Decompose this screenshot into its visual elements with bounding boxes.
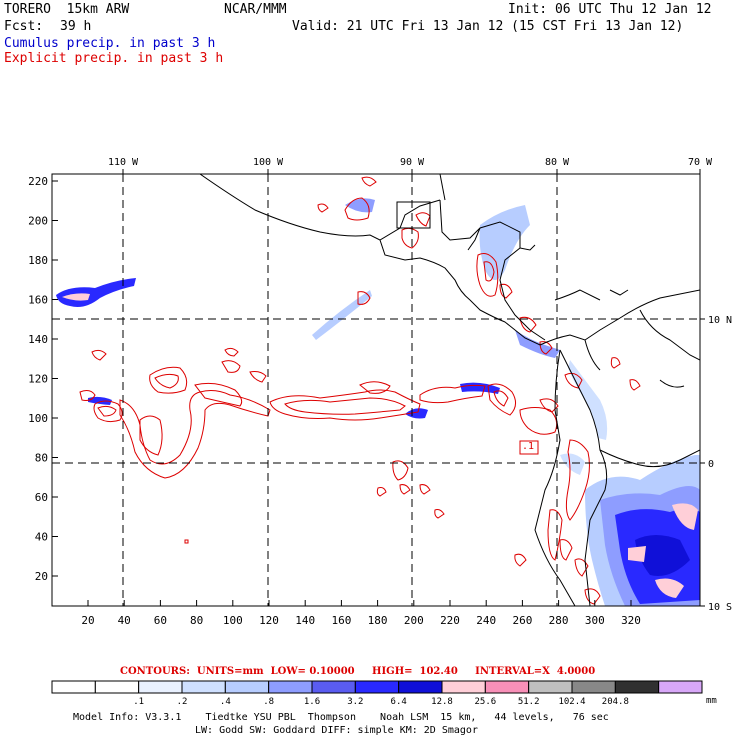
y-tick-label: 20	[35, 570, 48, 583]
model-info-line2: LW: Godd SW: Goddard DIFF: simple KM: 2D…	[195, 725, 478, 736]
colorbar-units: mm	[706, 696, 717, 706]
colorbar-label: .1	[133, 697, 145, 707]
colorbar-swatch	[528, 680, 573, 694]
colorbar-label: 25.6	[474, 697, 497, 707]
colorbar-label: 102.4	[558, 697, 586, 707]
x-tick-label: 200	[404, 614, 424, 627]
x-tick-label: 240	[476, 614, 496, 627]
x-tick-label: 300	[585, 614, 605, 627]
nested-domain-box	[396, 201, 431, 229]
y-tick-label: 160	[28, 294, 48, 307]
x-tick-label: 40	[118, 614, 131, 627]
y-tick-label: 100	[28, 412, 48, 425]
x-tick-label: 140	[295, 614, 315, 627]
map-axes: 220 200 180 160 140 120 100 80 60 40 20 20 40 60 80 100…	[28, 157, 732, 627]
lat-label: 10 N	[708, 315, 732, 326]
colorbar-swatch	[94, 680, 140, 694]
graticule	[52, 174, 700, 606]
colorbar-swatch	[181, 680, 226, 694]
colorbar-swatch	[614, 680, 660, 694]
x-tick-label: 60	[154, 614, 167, 627]
y-tick-label: 40	[35, 531, 48, 544]
y-tick-label: 60	[35, 491, 48, 504]
colorbar-swatch	[224, 680, 270, 694]
colorbar-label: 1.6	[303, 697, 321, 707]
colorbar-label: 12.8	[431, 697, 453, 707]
org-label: NCAR/MMM	[224, 2, 287, 17]
colorbar-label: 51.2	[517, 697, 540, 707]
valid-time: Valid: 21 UTC Fri 13 Jan 12 (15 CST Fri …	[292, 19, 684, 34]
colorbar-swatch	[51, 680, 96, 694]
colorbar	[51, 680, 703, 694]
x-tick-label: 20	[81, 614, 94, 627]
model-title: TORERO 15km ARW	[4, 2, 130, 17]
colorbar-label: 6.4	[390, 697, 407, 707]
colorbar-swatch	[138, 680, 183, 694]
lat-label: 10 S	[708, 602, 732, 613]
x-tick-label: 320	[621, 614, 641, 627]
x-tick-label: 100	[223, 614, 243, 627]
colorbar-swatch	[658, 680, 703, 694]
colorbar-swatch	[311, 680, 356, 694]
x-tick-label: 80	[190, 614, 203, 627]
coastlines	[199, 174, 700, 606]
contour-info: CONTOURS: UNITS=mm LOW= 0.10000 HIGH= 10…	[120, 666, 596, 677]
colorbar-label: 204.8	[601, 697, 629, 707]
max-value-box	[519, 440, 539, 455]
lon-label: 70 W	[688, 157, 713, 168]
colorbar-swatch	[268, 680, 313, 694]
colorbar-swatch	[398, 680, 443, 694]
fcst-label: Fcst:	[4, 19, 44, 34]
colorbar-swatch	[441, 680, 486, 694]
lon-label: 110 W	[108, 157, 139, 168]
legend-explicit: Explicit precip. in past 3 h	[4, 51, 224, 66]
x-tick-label: 180	[368, 614, 388, 627]
colorbar-label: 3.2	[347, 697, 364, 707]
explicit-precip-contours	[79, 176, 641, 605]
y-tick-label: 120	[28, 373, 48, 386]
init-time: Init: 06 UTC Thu 12 Jan 12	[508, 2, 712, 17]
colorbar-label: .8	[263, 697, 275, 707]
lon-label: 100 W	[253, 157, 284, 168]
y-tick-label: 80	[35, 452, 48, 465]
map-field	[52, 174, 700, 606]
x-tick-label: 160	[331, 614, 351, 627]
max-box-label: .1	[522, 441, 535, 452]
x-tick-label: 260	[512, 614, 532, 627]
map-border	[51, 173, 701, 607]
x-tick-label: 120	[259, 614, 279, 627]
y-tick-label: 180	[28, 254, 48, 267]
colorbar-label: .2	[176, 697, 188, 707]
cumulus-precip-shading	[56, 198, 700, 606]
model-info-line1: Model Info: V3.3.1 Tiedtke YSU PBL Thomp…	[73, 712, 609, 723]
lon-label: 90 W	[400, 157, 425, 168]
colorbar-swatch	[484, 680, 530, 694]
colorbar-swatch	[571, 680, 616, 694]
x-tick-label: 280	[549, 614, 569, 627]
colorbar-swatch	[354, 680, 400, 694]
lat-label: 0	[708, 459, 714, 470]
fcst-value: 39 h	[60, 19, 92, 34]
y-tick-label: 140	[28, 333, 48, 346]
y-tick-label: 200	[28, 215, 48, 228]
x-tick-label: 220	[440, 614, 460, 627]
lon-label: 80 W	[545, 157, 570, 168]
legend-cumulus: Cumulus precip. in past 3 h	[4, 36, 216, 51]
colorbar-label: .4	[219, 697, 231, 707]
y-tick-label: 220	[28, 175, 48, 188]
